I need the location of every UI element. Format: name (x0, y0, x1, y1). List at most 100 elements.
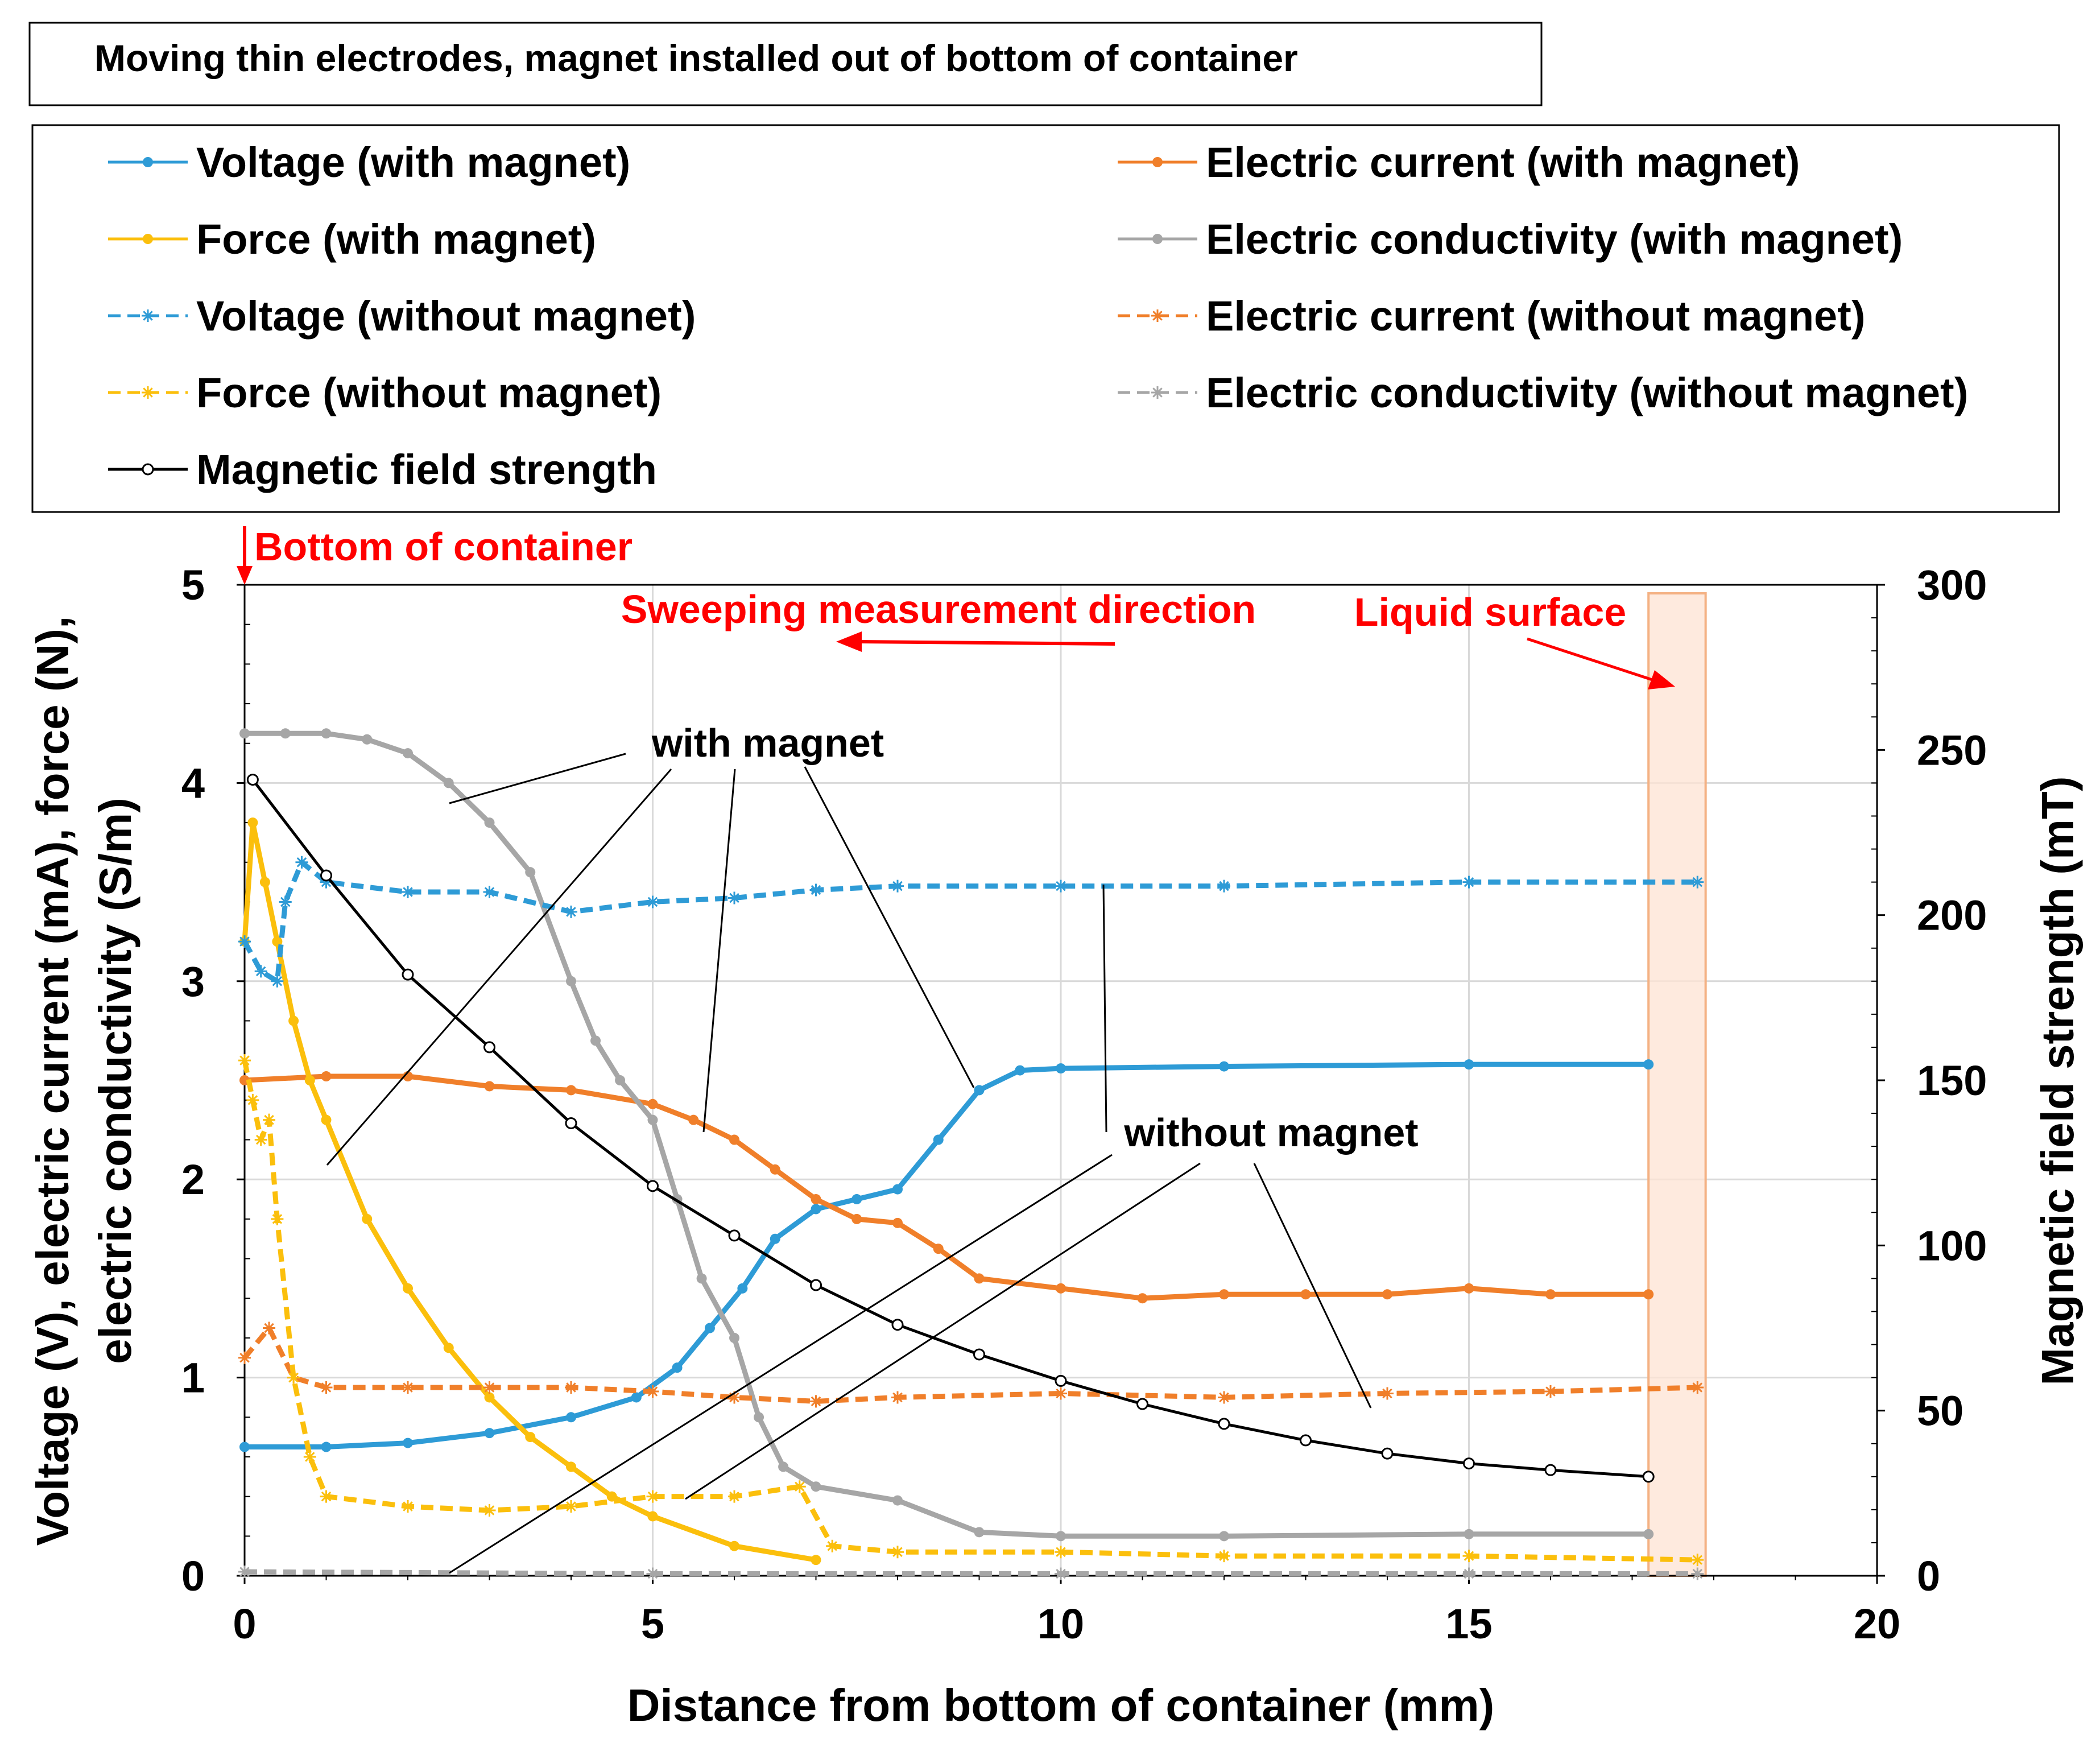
data-point (793, 1480, 806, 1493)
legend-item: Electric current (with magnet) (1118, 139, 1800, 186)
data-point (672, 1362, 683, 1373)
series-line (251, 779, 1649, 1478)
data-point (1300, 1434, 1312, 1447)
data-point (1545, 1289, 1556, 1300)
data-point (320, 1490, 333, 1503)
data-point (238, 1566, 251, 1579)
data-point (1691, 1567, 1704, 1580)
data-point (891, 1546, 904, 1559)
liquid-arrowhead-icon (1648, 670, 1675, 689)
data-point (1136, 1398, 1148, 1410)
y-left-tick-label: 1 (181, 1354, 205, 1402)
data-point (362, 734, 373, 745)
legend-item: Electric conductivity (with magnet) (1118, 216, 1903, 263)
data-point (811, 1204, 821, 1215)
data-point (238, 935, 251, 948)
series-voltage-without-magnet (238, 856, 1704, 988)
data-point (1056, 1063, 1066, 1074)
data-point (1544, 1464, 1557, 1476)
data-point (238, 1054, 251, 1067)
data-point (246, 1093, 259, 1106)
data-point (974, 1273, 985, 1284)
leader-line (326, 769, 672, 1166)
data-point (239, 728, 250, 739)
data-point (811, 1194, 821, 1205)
y-left-tick-label: 5 (181, 561, 205, 609)
x-tick-label: 10 (1037, 1600, 1084, 1647)
data-point (892, 1184, 903, 1195)
data-point (1219, 1061, 1229, 1072)
data-point (403, 1283, 413, 1294)
data-point (321, 1442, 332, 1452)
series-electric-current-with-magnet (239, 1071, 1654, 1304)
data-point (263, 1113, 276, 1126)
y-right-axis-label: Magnetic field strength (mT) (2032, 776, 2083, 1385)
legend-label: Voltage (with magnet) (196, 139, 630, 186)
y-left-tick-label: 0 (181, 1552, 205, 1600)
data-point (728, 1490, 741, 1503)
data-point (973, 1348, 985, 1361)
data-point (646, 895, 659, 908)
data-point (402, 1500, 414, 1513)
annotations: Bottom of container Sweeping measurement … (237, 524, 1675, 1574)
leader-line (685, 1162, 1201, 1500)
plot-area: 0 5 10 15 20012345050100150200250300Distance… (27, 524, 2083, 1731)
legend-item: Electric current (without magnet) (1118, 292, 1865, 340)
data-point (826, 1539, 839, 1552)
data-point (320, 1381, 333, 1394)
data-point (1643, 1059, 1654, 1070)
data-point (362, 1213, 373, 1224)
data-point (891, 1391, 904, 1404)
data-point (295, 856, 308, 869)
data-point (525, 1432, 536, 1443)
legend-item: Voltage (with magnet) (108, 139, 630, 186)
data-point (259, 877, 270, 887)
data-point (254, 965, 267, 978)
data-point (483, 1041, 495, 1054)
legend-swatch-marker (1152, 234, 1163, 244)
legend-label: Electric conductivity (without magnet) (1206, 369, 1968, 416)
data-point (778, 1461, 789, 1472)
sweep-arrowhead-icon (836, 631, 862, 652)
data-point (247, 817, 258, 828)
data-point (809, 883, 822, 897)
y-left-tick-label: 3 (181, 958, 205, 1005)
y-right-tick-label: 250 (1917, 726, 1987, 774)
data-point (525, 867, 536, 878)
sweep-arrow-icon (858, 640, 1115, 646)
series-line (242, 860, 1698, 984)
data-point (484, 817, 495, 828)
annotation-bottom-of-container: Bottom of container (254, 524, 633, 569)
data-point (729, 1541, 739, 1551)
liquid-surface-region (1647, 592, 1707, 1577)
data-point (1462, 1550, 1475, 1563)
chart-title: Moving thin electrodes, magnet installed… (94, 37, 1298, 79)
annotation-liquid-surface: Liquid surface (1354, 590, 1626, 634)
legend-swatch-marker (142, 309, 154, 322)
data-point (239, 1442, 250, 1452)
data-point (565, 1117, 577, 1129)
legend-item: Magnetic field strength (108, 446, 657, 493)
y-right-tick-label: 150 (1917, 1057, 1987, 1104)
data-point (809, 1395, 822, 1408)
data-point (484, 1428, 495, 1439)
data-point (891, 879, 904, 893)
data-point (484, 1081, 495, 1092)
legend-item: Voltage (without magnet) (108, 292, 696, 340)
annotation-with-magnet: with magnet (651, 721, 884, 765)
y-left-tick-label: 4 (181, 759, 205, 807)
legend-label: Force (without magnet) (196, 369, 662, 416)
data-point (729, 1134, 739, 1145)
data-point (1381, 1447, 1394, 1460)
data-point (1055, 1387, 1067, 1400)
data-point (647, 1098, 658, 1109)
y-right-tick-label: 200 (1917, 892, 1987, 939)
legend-label: Magnetic field strength (196, 446, 657, 493)
series-electric-conductivity-without-magnet (238, 1566, 1704, 1580)
legend-swatch-marker (143, 234, 153, 244)
data-point (631, 1392, 642, 1403)
legend-item: Force (with magnet) (108, 216, 596, 263)
data-point (304, 1075, 315, 1085)
legend-label: Voltage (without magnet) (196, 292, 696, 340)
series-line (242, 1060, 1698, 1563)
